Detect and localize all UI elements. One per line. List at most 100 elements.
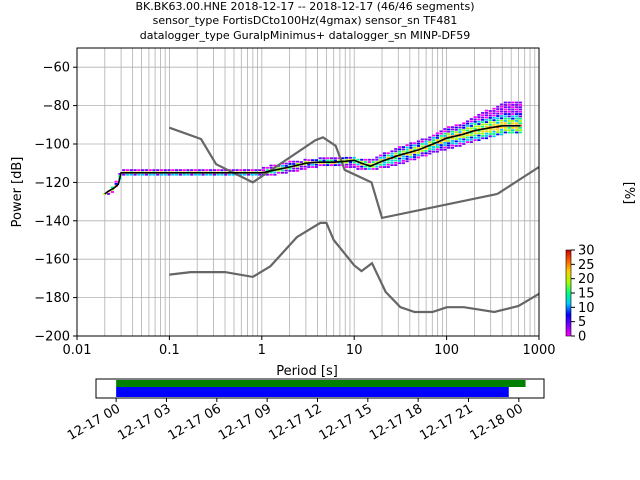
probability-cell bbox=[212, 173, 216, 176]
probability-cell bbox=[197, 169, 201, 172]
probability-cell bbox=[462, 131, 466, 134]
probability-cell bbox=[518, 129, 523, 132]
probability-cell bbox=[469, 138, 473, 141]
probability-cell bbox=[458, 145, 462, 147]
chart-title-line-2: sensor_type FortisDCto100Hz(4gmax) senso… bbox=[153, 14, 458, 27]
probability-cell bbox=[492, 112, 496, 115]
probability-cell bbox=[394, 150, 398, 153]
y-tick-label: −160 bbox=[34, 253, 70, 268]
x-tick-label: 10 bbox=[346, 343, 363, 358]
x-tick-label: 0.01 bbox=[63, 343, 92, 358]
probability-cell bbox=[413, 146, 417, 149]
probability-cell bbox=[269, 173, 273, 176]
probability-cell bbox=[122, 173, 126, 176]
probability-cell bbox=[394, 161, 398, 164]
probability-cell bbox=[367, 158, 371, 161]
probability-cell bbox=[465, 138, 470, 141]
probability-cell bbox=[447, 144, 451, 147]
probability-cell bbox=[288, 167, 292, 170]
probability-cell bbox=[390, 164, 394, 167]
probability-cell bbox=[329, 157, 334, 160]
probability-cell bbox=[356, 165, 360, 168]
probability-cell bbox=[511, 115, 515, 118]
y-tick-label: −200 bbox=[34, 330, 70, 345]
probability-cell bbox=[473, 120, 477, 123]
probability-cell bbox=[518, 108, 523, 111]
probability-cell bbox=[273, 164, 277, 167]
coverage-frame bbox=[95, 378, 545, 399]
probability-cell bbox=[496, 131, 500, 133]
probability-cell bbox=[375, 165, 379, 168]
probability-cell bbox=[110, 186, 114, 189]
probability-cell bbox=[481, 132, 485, 135]
probability-cell bbox=[356, 163, 360, 166]
probability-cell bbox=[125, 169, 130, 172]
probability-cell bbox=[209, 169, 213, 172]
probability-cell bbox=[477, 113, 481, 116]
probability-cell bbox=[503, 110, 507, 113]
probability-cell bbox=[518, 126, 523, 129]
coverage-tick-label: 12-17 18 bbox=[367, 401, 425, 443]
probability-cell bbox=[390, 161, 394, 164]
probability-cell bbox=[496, 110, 500, 113]
probability-cell bbox=[465, 141, 470, 143]
probability-cell bbox=[394, 152, 398, 155]
probability-cell bbox=[450, 137, 455, 140]
probability-cell bbox=[484, 125, 489, 128]
probability-cell bbox=[341, 157, 345, 160]
probability-cell bbox=[356, 158, 360, 161]
probability-cell bbox=[277, 167, 281, 170]
probability-cell bbox=[518, 120, 523, 122]
probability-cell bbox=[167, 173, 171, 176]
probability-cell bbox=[499, 108, 504, 110]
probability-cell bbox=[129, 169, 133, 172]
probability-cell bbox=[382, 163, 387, 166]
probability-cell bbox=[129, 173, 133, 176]
probability-cell bbox=[133, 173, 137, 176]
probability-cell bbox=[295, 169, 300, 172]
probability-cell bbox=[503, 126, 507, 129]
probability-cell bbox=[413, 158, 417, 161]
probability-cell bbox=[469, 136, 473, 139]
probability-cell bbox=[484, 137, 489, 140]
probability-cell bbox=[488, 112, 492, 115]
probability-cell bbox=[360, 158, 364, 161]
coverage-tick-label: 12-18 00 bbox=[468, 401, 526, 443]
probability-cell bbox=[488, 121, 492, 124]
probability-cell bbox=[454, 138, 458, 140]
probability-cell bbox=[405, 158, 409, 160]
probability-cell bbox=[193, 169, 198, 172]
probability-cell bbox=[435, 150, 439, 153]
probability-cell bbox=[511, 108, 515, 111]
probability-cell bbox=[443, 146, 447, 149]
probability-cell bbox=[507, 115, 511, 118]
probability-cell bbox=[515, 117, 519, 120]
probability-cell bbox=[507, 106, 511, 109]
probability-cell bbox=[284, 164, 288, 167]
probability-cell bbox=[428, 136, 432, 139]
probability-cell bbox=[473, 127, 477, 130]
probability-cell bbox=[405, 153, 409, 156]
probability-cell bbox=[277, 169, 281, 172]
probability-cell bbox=[314, 159, 319, 162]
probability-cell bbox=[443, 130, 447, 133]
probability-cell bbox=[450, 128, 455, 131]
probability-cell bbox=[345, 163, 349, 166]
probability-cell bbox=[477, 136, 481, 139]
probability-cell bbox=[484, 130, 489, 133]
probability-cell bbox=[280, 169, 285, 172]
probability-cell bbox=[348, 156, 353, 159]
probability-cell bbox=[326, 157, 330, 160]
probability-cell bbox=[148, 169, 152, 172]
colorbar-tick-label: 25 bbox=[578, 258, 595, 273]
probability-cell bbox=[375, 161, 379, 163]
probability-cell bbox=[394, 157, 398, 160]
probability-cell bbox=[401, 150, 405, 153]
probability-cell bbox=[193, 173, 198, 176]
probability-cell bbox=[382, 152, 387, 155]
probability-cell bbox=[454, 142, 458, 145]
probability-cell bbox=[465, 136, 470, 139]
probability-cell bbox=[390, 152, 394, 155]
probability-cell bbox=[496, 117, 500, 120]
probability-cell bbox=[106, 193, 111, 195]
